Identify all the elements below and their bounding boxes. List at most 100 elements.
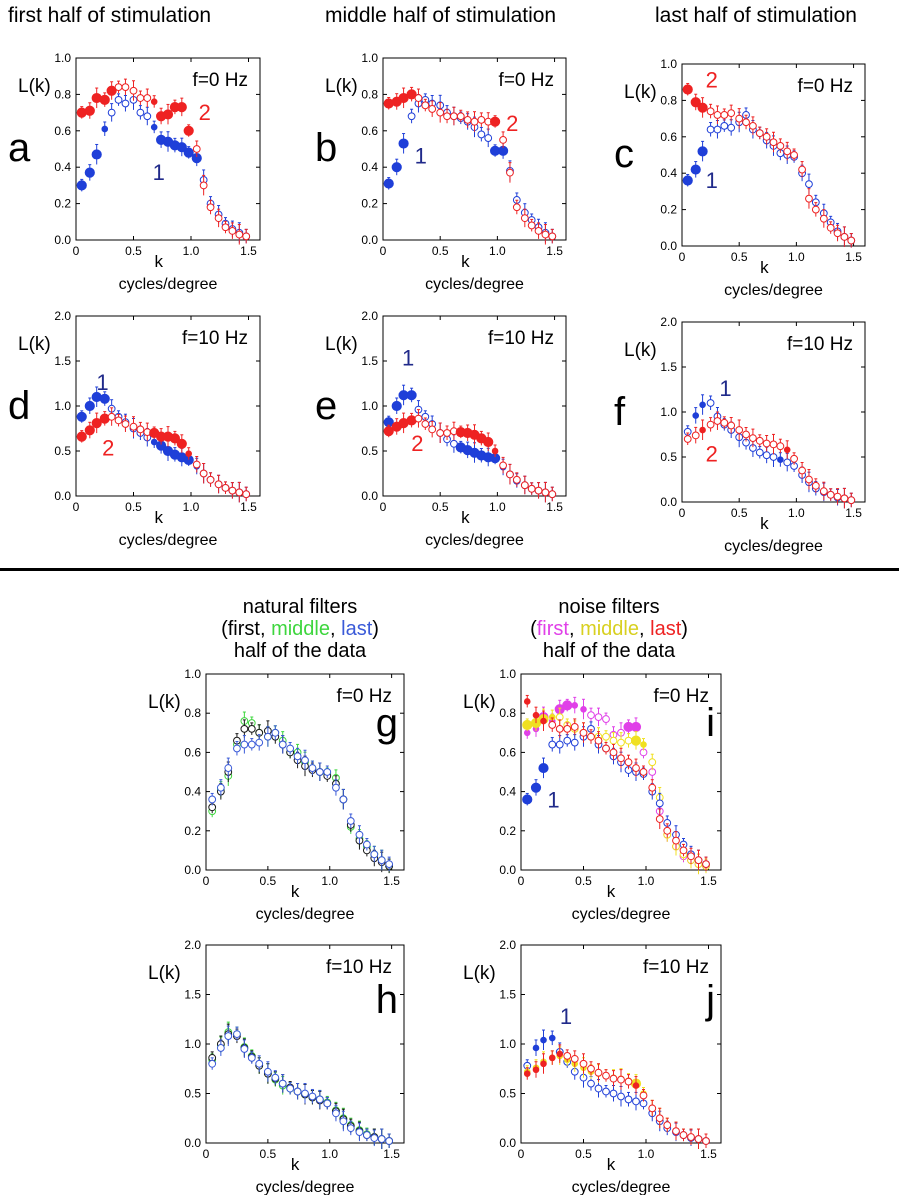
data-point (570, 738, 579, 747)
data-point (214, 480, 223, 489)
x-axis-label: cycles/degree (119, 276, 218, 293)
x-tick-label: 0 (679, 506, 686, 520)
frequency-annotation: f=10 Hz (182, 328, 248, 349)
data-point (587, 1064, 595, 1073)
panel-letter: g (376, 701, 398, 745)
data-point (742, 430, 750, 439)
curve-label: 1 (415, 144, 427, 169)
data-point (609, 748, 618, 757)
data-point (697, 146, 708, 157)
x-tick-label: 1.5 (383, 1147, 400, 1161)
data-point (706, 420, 715, 429)
x-tick-label: 0.5 (575, 1147, 592, 1161)
x-tick-label: 0 (679, 250, 686, 264)
x-axis-label: cycles/degree (572, 906, 671, 923)
data-point (391, 400, 402, 412)
frequency-annotation: f=10 Hz (488, 328, 554, 349)
data-point (512, 475, 521, 484)
y-axis-label: L(k) (148, 692, 181, 713)
data-point (663, 826, 672, 835)
series-noise-last (523, 1044, 710, 1150)
curve-label: 1 (560, 1004, 572, 1029)
data-point (385, 1137, 394, 1145)
data-point (512, 203, 521, 212)
data-point (548, 1054, 556, 1062)
data-point (323, 1099, 332, 1108)
y-tick-label: 0.2 (184, 824, 201, 838)
panel-letter: c (614, 132, 634, 176)
data-point (385, 860, 394, 869)
x-tick-label: 0 (518, 874, 525, 888)
data-point (114, 416, 123, 425)
data-point (735, 114, 744, 123)
x-tick-label: 1.5 (546, 500, 563, 514)
data-point (414, 94, 423, 102)
data-point (247, 724, 256, 733)
data-point (702, 860, 710, 869)
plot-frame (681, 63, 866, 247)
frequency-annotation: f=0 Hz (193, 70, 248, 91)
data-point (632, 764, 640, 772)
noise-title-line2: (first, middle, last) (496, 618, 722, 640)
noise-last: last (650, 618, 682, 640)
data-point (648, 758, 657, 767)
data-point (506, 168, 514, 177)
data-point (91, 418, 102, 429)
data-point (602, 732, 610, 741)
series-2 (383, 409, 557, 503)
x-tick-label: 1.0 (489, 500, 506, 514)
panel-i: 0.0 0.2 0.4 0.6 0.8 1.0 0 0.5 1.0 1.5 L(k) k cycles/… (463, 667, 722, 923)
x-tick-label: 1.0 (183, 500, 200, 514)
panel-letter: e (315, 384, 337, 428)
x-tick-label: 0.5 (125, 500, 142, 514)
data-point (255, 1059, 264, 1068)
data-point (702, 1137, 710, 1145)
data-point (538, 762, 549, 774)
data-point (690, 164, 701, 175)
data-point (240, 740, 249, 749)
data-point (263, 1067, 272, 1076)
data-point (735, 426, 744, 434)
k-label: k (760, 514, 769, 533)
data-point (463, 115, 472, 124)
y-tick-label: 1.0 (361, 51, 378, 65)
y-tick-label: 2.0 (361, 309, 378, 323)
data-point (706, 399, 715, 407)
data-point (355, 1128, 364, 1137)
data-point (391, 162, 402, 173)
data-point (136, 94, 145, 102)
panel-letter: a (8, 126, 31, 170)
data-point (421, 420, 430, 428)
series-last (208, 725, 394, 872)
data-point (655, 1114, 664, 1123)
k-label: k (760, 258, 769, 277)
x-tick-label: 1.0 (638, 874, 655, 888)
x-axis-label: cycles/degree (425, 276, 524, 293)
y-tick-label: 1.5 (660, 360, 677, 374)
data-point (602, 1087, 610, 1096)
x-tick-label: 0 (203, 874, 210, 888)
data-point (563, 736, 572, 745)
data-point (101, 125, 109, 133)
frequency-annotation: f=0 Hz (499, 70, 554, 91)
data-point (579, 728, 588, 737)
panel-letter: h (376, 978, 398, 1022)
data-point (377, 856, 386, 865)
y-tick-label: 1.0 (499, 667, 516, 681)
data-point (523, 1070, 531, 1077)
data-point (632, 1097, 640, 1106)
data-point (672, 1127, 680, 1136)
data-point (555, 724, 564, 733)
x-tick-label: 1.0 (183, 244, 200, 258)
x-tick-label: 1.5 (240, 500, 257, 514)
data-point (687, 852, 695, 861)
x-tick-label: 0 (518, 1147, 525, 1161)
data-point (672, 836, 680, 845)
natural-filters-title: natural filters (first, middle, last) ha… (188, 596, 412, 662)
data-point (84, 105, 95, 116)
data-point (556, 1050, 564, 1058)
curve-label: 2 (199, 100, 211, 125)
y-axis-label: L(k) (624, 82, 657, 103)
noise-filters-title: noise filters (first, middle, last) half… (496, 596, 722, 662)
data-point (255, 738, 264, 747)
